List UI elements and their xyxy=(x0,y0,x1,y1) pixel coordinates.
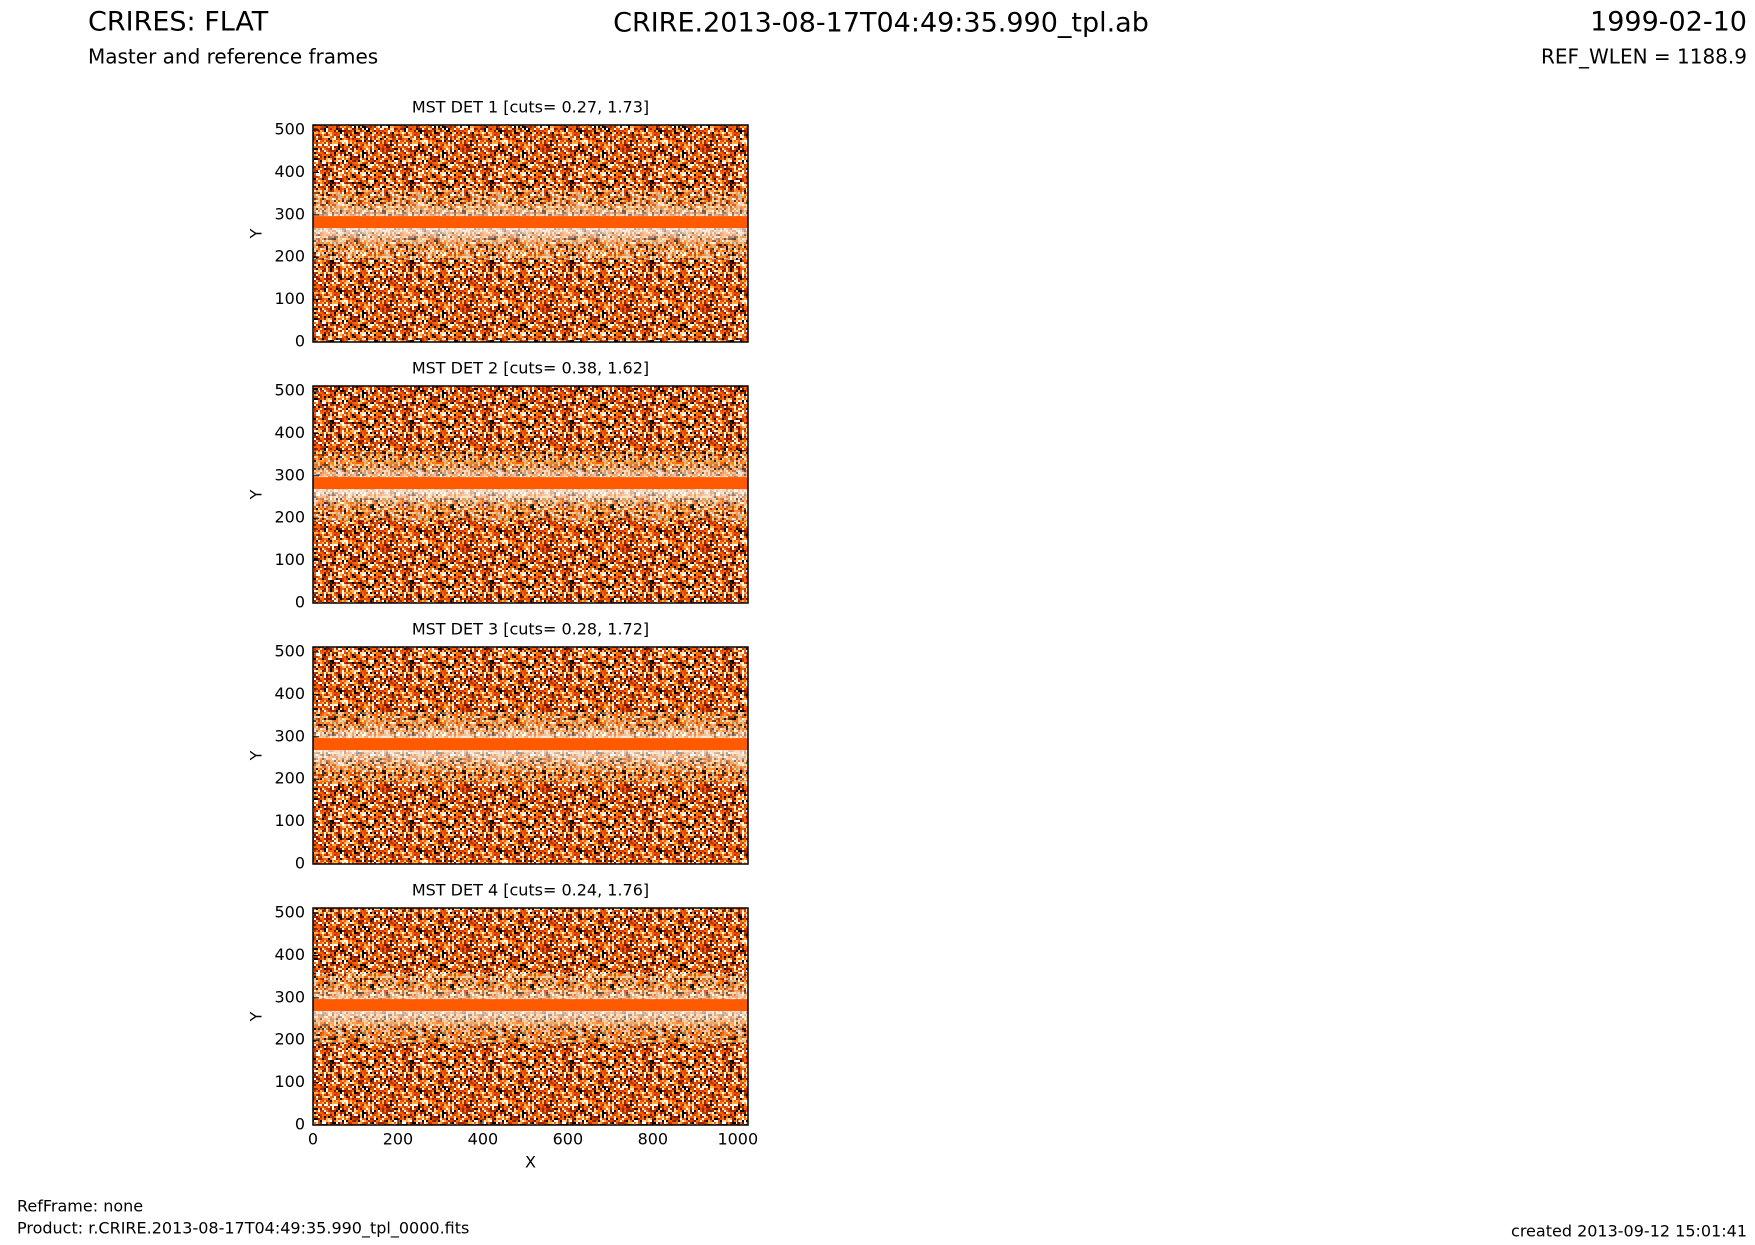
y-tick-label: 100 xyxy=(274,550,305,569)
y-tick-label: 300 xyxy=(274,465,305,484)
x-tick-label: 400 xyxy=(468,1130,499,1149)
frame xyxy=(312,124,749,343)
y-tick-label: 0 xyxy=(295,593,305,612)
header-subtitle: Master and reference frames xyxy=(88,45,378,69)
footer-ref-frame: RefFrame: none xyxy=(17,1197,143,1216)
header-title: CRIRES: FLAT xyxy=(88,7,269,38)
panel-title: MST DET 2 [cuts= 0.38, 1.62] xyxy=(412,359,649,378)
y-tick-label: 200 xyxy=(274,1030,305,1049)
footer-product: Product: r.CRIRE.2013-08-17T04:49:35.990… xyxy=(17,1219,469,1239)
x-tick-label: 1000 xyxy=(717,1130,758,1149)
y-tick-label: 100 xyxy=(274,811,305,830)
x-tick-label: 0 xyxy=(308,1130,318,1149)
y-tick-label: 500 xyxy=(274,903,305,922)
y-tick-label: 400 xyxy=(274,162,305,181)
frame xyxy=(312,385,749,604)
y-tick-label: 300 xyxy=(274,987,305,1006)
frame xyxy=(312,907,749,1126)
image-band xyxy=(313,738,748,751)
footer-created: created 2013-09-12 15:01:41 xyxy=(1511,1222,1747,1241)
y-axis-label: Y xyxy=(247,1011,266,1022)
image-band xyxy=(313,999,748,1012)
image-band xyxy=(313,216,748,229)
frame xyxy=(312,646,749,865)
y-tick-label: 300 xyxy=(274,726,305,745)
y-axis-label: Y xyxy=(247,750,266,761)
y-tick-label: 500 xyxy=(274,120,305,139)
y-axis-label: Y xyxy=(247,228,266,239)
y-tick-label: 200 xyxy=(274,508,305,527)
y-tick-label: 500 xyxy=(274,381,305,400)
panel-title: MST DET 4 [cuts= 0.24, 1.76] xyxy=(412,881,649,900)
y-tick-label: 300 xyxy=(274,204,305,223)
y-tick-label: 100 xyxy=(274,1072,305,1091)
x-axis-label: X xyxy=(525,1153,536,1172)
y-tick-label: 100 xyxy=(274,289,305,308)
y-tick-label: 0 xyxy=(295,332,305,351)
x-tick-label: 200 xyxy=(383,1130,414,1149)
y-tick-label: 400 xyxy=(274,945,305,964)
panel-title: MST DET 3 [cuts= 0.28, 1.72] xyxy=(412,620,649,639)
x-tick-label: 600 xyxy=(553,1130,584,1149)
y-tick-label: 400 xyxy=(274,423,305,442)
header-file: CRIRE.2013-08-17T04:49:35.990_tpl.ab xyxy=(613,8,1149,39)
y-tick-label: 200 xyxy=(274,247,305,266)
header-date: 1999-02-10 xyxy=(1590,7,1747,38)
panel-title: MST DET 1 [cuts= 0.27, 1.73] xyxy=(412,98,649,117)
y-tick-label: 500 xyxy=(274,642,305,661)
header-ref-wlen: REF_WLEN = 1188.9 xyxy=(1541,45,1747,69)
y-tick-label: 0 xyxy=(295,1115,305,1134)
y-tick-label: 400 xyxy=(274,684,305,703)
y-tick-label: 200 xyxy=(274,769,305,788)
y-axis-label: Y xyxy=(247,489,266,500)
x-tick-label: 800 xyxy=(638,1130,669,1149)
image-band xyxy=(313,477,748,490)
y-tick-label: 0 xyxy=(295,854,305,873)
